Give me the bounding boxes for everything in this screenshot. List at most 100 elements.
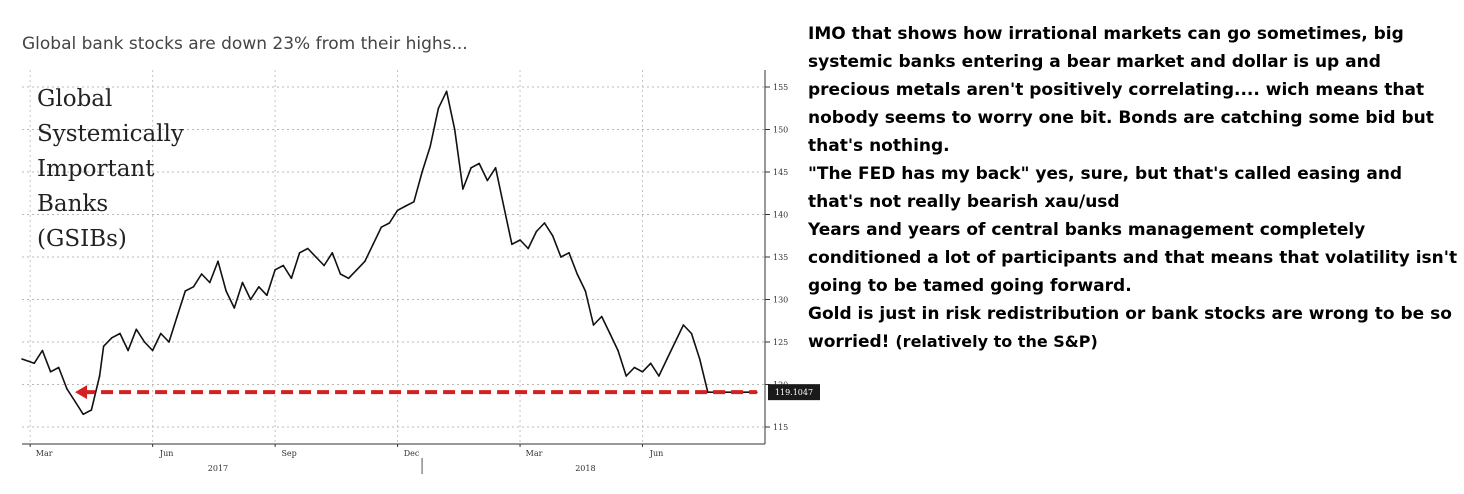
series-point — [698, 358, 701, 360]
series-point — [249, 298, 252, 301]
series-point — [331, 251, 334, 254]
series-point — [535, 230, 538, 233]
series-point — [90, 409, 93, 411]
series-point — [315, 256, 317, 258]
series-point — [217, 260, 219, 263]
series-point — [74, 400, 76, 403]
x-tick-label: Mar — [526, 449, 543, 458]
series-point — [347, 277, 350, 280]
chart-caption: Global bank stocks are down 23% from the… — [22, 34, 468, 54]
y-tick-label: 115 — [773, 423, 788, 432]
last-value-box — [768, 384, 820, 401]
series-point — [429, 145, 432, 148]
series-point — [176, 315, 178, 318]
series-point — [649, 362, 652, 365]
series-point — [274, 268, 276, 271]
chart-title: Global Systemically Important Banks (GSIBs) — [37, 86, 184, 252]
series-point — [33, 362, 36, 365]
series-point — [592, 324, 595, 326]
series-point — [527, 247, 530, 250]
series-point — [225, 290, 227, 292]
series-point — [102, 345, 105, 348]
series-point — [543, 222, 546, 224]
series-point — [208, 281, 211, 284]
series-point — [641, 370, 644, 373]
series-point — [625, 375, 627, 377]
series-point — [682, 324, 685, 326]
series-point — [690, 332, 693, 335]
x-axis: Mar Jun Sep Dec Mar Jun 2017 2018 — [22, 443, 765, 474]
series-point — [266, 294, 268, 297]
x-tick-label: Sep — [281, 449, 296, 458]
series-point — [437, 107, 440, 110]
chart-title-line: Banks — [37, 191, 108, 217]
series-point — [600, 315, 603, 318]
series-point — [364, 260, 366, 263]
series-point — [470, 166, 472, 169]
series-point — [200, 273, 203, 275]
comment-paragraph-4-tail: (relatively to the S&P) — [895, 332, 1098, 351]
series-point — [494, 166, 497, 169]
series-point — [486, 179, 489, 182]
series-point — [380, 226, 383, 229]
support-arrow-head — [75, 385, 88, 400]
series-point — [551, 234, 554, 237]
series-point — [421, 171, 423, 173]
series-point — [560, 256, 562, 258]
series-point — [82, 413, 85, 416]
series-point — [241, 281, 244, 284]
series-point — [445, 90, 448, 93]
series-point — [298, 251, 301, 254]
series-point — [413, 200, 415, 203]
series-point — [143, 341, 146, 343]
series-point — [21, 358, 23, 360]
series-point — [282, 264, 285, 267]
last-value-badge: 119.1047 — [768, 384, 820, 401]
last-value-text: 119.1047 — [775, 388, 813, 397]
series-point — [168, 341, 170, 343]
comment-paragraph-4-main: Gold is just in risk redistribution or b… — [808, 304, 1452, 352]
series-point — [502, 205, 505, 207]
series-point — [633, 366, 636, 369]
series-point — [568, 251, 570, 254]
series-point — [478, 162, 481, 165]
series-point — [192, 285, 195, 288]
y-tick-label: 140 — [773, 211, 788, 220]
x-year-label: 2017 — [208, 464, 228, 473]
series-point — [323, 264, 325, 267]
chart-title-line: Global — [37, 86, 112, 112]
comment-paragraph-1: IMO that shows how irrational markets ca… — [808, 24, 1434, 156]
y-tick-label: 155 — [773, 83, 788, 92]
comment-paragraph-2: "The FED has my back" yes, sure, but tha… — [808, 164, 1403, 212]
series-point — [111, 336, 113, 339]
series-point — [674, 341, 676, 343]
series-point — [306, 247, 309, 250]
series-point — [355, 268, 358, 271]
series-point — [257, 285, 260, 288]
series-point — [388, 222, 391, 224]
series-point — [396, 209, 399, 212]
series-point — [41, 349, 44, 352]
series-point — [519, 239, 521, 241]
comment-paragraph-4: Gold is just in risk redistribution or b… — [808, 300, 1458, 356]
series-point — [233, 307, 236, 309]
series-point — [339, 273, 342, 275]
series-point — [49, 370, 52, 373]
series-point — [151, 349, 154, 352]
series-point — [127, 349, 129, 352]
x-tick-label: Mar — [36, 449, 53, 458]
comment-paragraph-3: Years and years of central banks managem… — [808, 220, 1458, 296]
series-point — [453, 128, 456, 131]
series-point — [576, 273, 579, 275]
series-point — [57, 366, 60, 369]
series-point — [511, 243, 513, 246]
x-tick-label: Jun — [159, 449, 174, 458]
series-point — [617, 349, 619, 352]
series-point — [290, 277, 293, 280]
series-point — [658, 375, 660, 377]
series-point — [666, 358, 668, 360]
chart-title-line: Important — [37, 156, 155, 182]
x-year-label: 2018 — [575, 464, 595, 473]
x-tick-label: Dec — [404, 449, 420, 458]
y-tick-label: 135 — [773, 253, 788, 262]
